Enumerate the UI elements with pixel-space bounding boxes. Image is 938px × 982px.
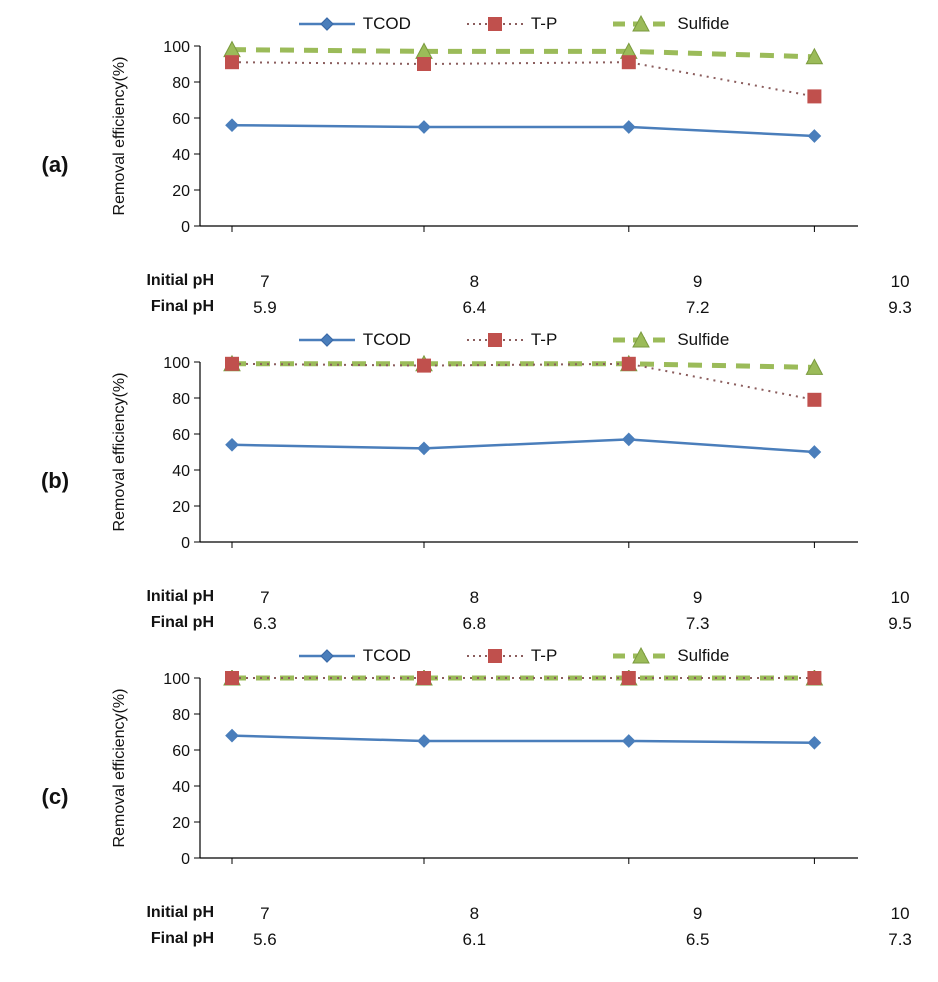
x-tick-initial: 8 xyxy=(470,588,479,608)
svg-text:60: 60 xyxy=(172,427,190,444)
svg-text:20: 20 xyxy=(172,815,190,832)
svg-text:40: 40 xyxy=(172,463,190,480)
legend-label: Sulfide xyxy=(677,330,729,350)
legend-label: T-P xyxy=(531,646,557,666)
x-tick-initial: 8 xyxy=(470,272,479,292)
x-tick-initial: 7 xyxy=(260,904,269,924)
svg-text:80: 80 xyxy=(172,391,190,408)
svg-text:20: 20 xyxy=(172,183,190,200)
legend-item-tcod: TCOD xyxy=(299,646,411,666)
x-axis-label-final: Final pH xyxy=(100,930,230,952)
y-axis-label: Removal efficiency(%) xyxy=(111,689,128,848)
panel-label: (c) xyxy=(10,784,100,810)
x-axis-final-ph: Final pH 5.6 6.1 6.5 7.3 xyxy=(100,926,928,952)
x-tick-final: 7.2 xyxy=(686,298,710,318)
x-tick-initial: 9 xyxy=(693,904,702,924)
x-axis-initial-ph: Initial pH 7 8 9 10 xyxy=(100,268,928,294)
legend-item-sulfide: Sulfide xyxy=(613,646,729,666)
x-axis-final-ph: Final pH 6.3 6.8 7.3 9.5 xyxy=(100,610,928,636)
chart-legend: TCOD T-P Sulfide xyxy=(100,10,928,38)
svg-text:0: 0 xyxy=(181,851,190,868)
x-tick-initial: 10 xyxy=(891,272,910,292)
x-tick-final: 6.4 xyxy=(462,298,486,318)
x-tick-initial: 9 xyxy=(693,588,702,608)
svg-text:80: 80 xyxy=(172,707,190,724)
x-tick-final: 7.3 xyxy=(888,930,912,950)
x-tick-final: 5.6 xyxy=(253,930,277,950)
x-axis-label-initial: Initial pH xyxy=(100,588,230,610)
x-axis-label-final: Final pH xyxy=(100,614,230,636)
svg-text:0: 0 xyxy=(181,535,190,552)
legend-item-tcod: TCOD xyxy=(299,330,411,350)
legend-item-sulfide: Sulfide xyxy=(613,14,729,34)
svg-text:40: 40 xyxy=(172,779,190,796)
panel-label: (b) xyxy=(10,468,100,494)
legend-label: T-P xyxy=(531,330,557,350)
x-tick-final: 7.3 xyxy=(686,614,710,634)
legend-item-tcod: TCOD xyxy=(299,14,411,34)
x-tick-initial: 10 xyxy=(891,904,910,924)
x-tick-initial: 8 xyxy=(470,904,479,924)
legend-label: TCOD xyxy=(363,330,411,350)
x-axis-label-initial: Initial pH xyxy=(100,904,230,926)
chart-b: 0 20 40 60 80 100 Removal efficiency(%) xyxy=(100,354,880,584)
x-tick-final: 6.1 xyxy=(462,930,486,950)
legend-item-tp: T-P xyxy=(467,646,557,666)
legend-item-tp: T-P xyxy=(467,14,557,34)
chart-c: 0 20 40 60 80 100 Removal efficiency(%) xyxy=(100,670,880,900)
svg-text:40: 40 xyxy=(172,147,190,164)
panel-a: (a) TCOD T-P Sulfide 0 20 40 60 80 100 Removal eff… xyxy=(10,10,928,320)
legend-label: T-P xyxy=(531,14,557,34)
legend-label: TCOD xyxy=(363,646,411,666)
x-axis-label-initial: Initial pH xyxy=(100,272,230,294)
svg-text:100: 100 xyxy=(163,355,190,372)
x-tick-initial: 10 xyxy=(891,588,910,608)
panel-label: (a) xyxy=(10,152,100,178)
panel-b: (b) TCOD T-P Sulfide 0 20 40 60 80 100 Removal eff… xyxy=(10,326,928,636)
legend-item-sulfide: Sulfide xyxy=(613,330,729,350)
x-tick-final: 9.5 xyxy=(888,614,912,634)
panel-c: (c) TCOD T-P Sulfide 0 20 40 60 80 100 Removal eff… xyxy=(10,642,928,952)
x-axis-initial-ph: Initial pH 7 8 9 10 xyxy=(100,900,928,926)
svg-text:100: 100 xyxy=(163,39,190,56)
svg-text:100: 100 xyxy=(163,671,190,688)
y-axis-label: Removal efficiency(%) xyxy=(111,57,128,216)
legend-label: Sulfide xyxy=(677,646,729,666)
chart-legend: TCOD T-P Sulfide xyxy=(100,326,928,354)
x-tick-final: 6.8 xyxy=(462,614,486,634)
x-axis-label-final: Final pH xyxy=(100,298,230,320)
y-axis-label: Removal efficiency(%) xyxy=(111,373,128,532)
svg-text:60: 60 xyxy=(172,111,190,128)
chart-a: 0 20 40 60 80 100 Removal efficiency(%) xyxy=(100,38,880,268)
legend-label: TCOD xyxy=(363,14,411,34)
legend-label: Sulfide xyxy=(677,14,729,34)
legend-item-tp: T-P xyxy=(467,330,557,350)
chart-legend: TCOD T-P Sulfide xyxy=(100,642,928,670)
svg-text:60: 60 xyxy=(172,743,190,760)
svg-text:80: 80 xyxy=(172,75,190,92)
x-axis-initial-ph: Initial pH 7 8 9 10 xyxy=(100,584,928,610)
x-tick-initial: 9 xyxy=(693,272,702,292)
svg-text:0: 0 xyxy=(181,219,190,236)
x-tick-final: 6.5 xyxy=(686,930,710,950)
svg-text:20: 20 xyxy=(172,499,190,516)
x-tick-initial: 7 xyxy=(260,588,269,608)
x-tick-final: 5.9 xyxy=(253,298,277,318)
x-tick-initial: 7 xyxy=(260,272,269,292)
x-tick-final: 6.3 xyxy=(253,614,277,634)
x-axis-final-ph: Final pH 5.9 6.4 7.2 9.3 xyxy=(100,294,928,320)
x-tick-final: 9.3 xyxy=(888,298,912,318)
